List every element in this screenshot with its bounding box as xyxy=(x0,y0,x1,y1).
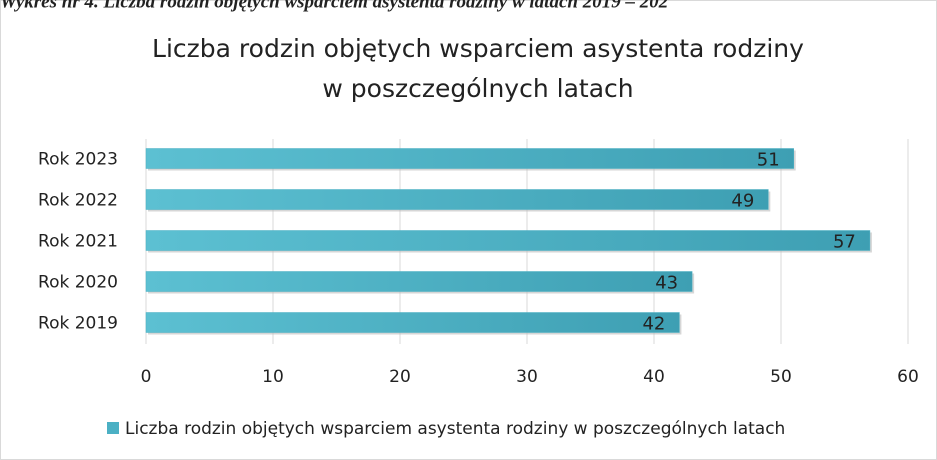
y-tick-label: Rok 2019 xyxy=(38,314,118,334)
legend-label: Liczba rodzin objętych wsparciem asysten… xyxy=(125,419,785,439)
x-tick-label: 60 xyxy=(897,367,919,387)
x-tick-label: 10 xyxy=(262,367,284,387)
y-tick-label: Rok 2021 xyxy=(38,232,118,252)
y-tick-label: Rok 2022 xyxy=(38,191,118,211)
y-tick-label: Rok 2023 xyxy=(38,150,118,170)
y-tick-label: Rok 2020 xyxy=(38,273,118,293)
bar xyxy=(145,271,693,292)
x-tick-label: 20 xyxy=(389,367,411,387)
caption: Wykres nr 4. Liczba rodzin objętych wspa… xyxy=(0,0,669,12)
data-label: 42 xyxy=(642,314,665,335)
chart-title: Liczba rodzin objętych wsparciem asysten… xyxy=(152,34,804,63)
bar xyxy=(145,189,769,210)
data-label: 51 xyxy=(757,150,780,171)
x-tick-label: 30 xyxy=(516,367,538,387)
bar xyxy=(145,230,871,251)
chart-title: w poszczególnych latach xyxy=(322,74,633,103)
x-tick-label: 50 xyxy=(770,367,792,387)
data-label: 43 xyxy=(655,273,678,294)
data-label: 57 xyxy=(833,232,856,253)
x-tick-label: 40 xyxy=(643,367,665,387)
data-label: 49 xyxy=(731,191,754,212)
bar xyxy=(145,148,794,169)
legend-swatch xyxy=(107,422,119,434)
bar xyxy=(145,312,680,333)
x-tick-label: 0 xyxy=(141,367,152,387)
